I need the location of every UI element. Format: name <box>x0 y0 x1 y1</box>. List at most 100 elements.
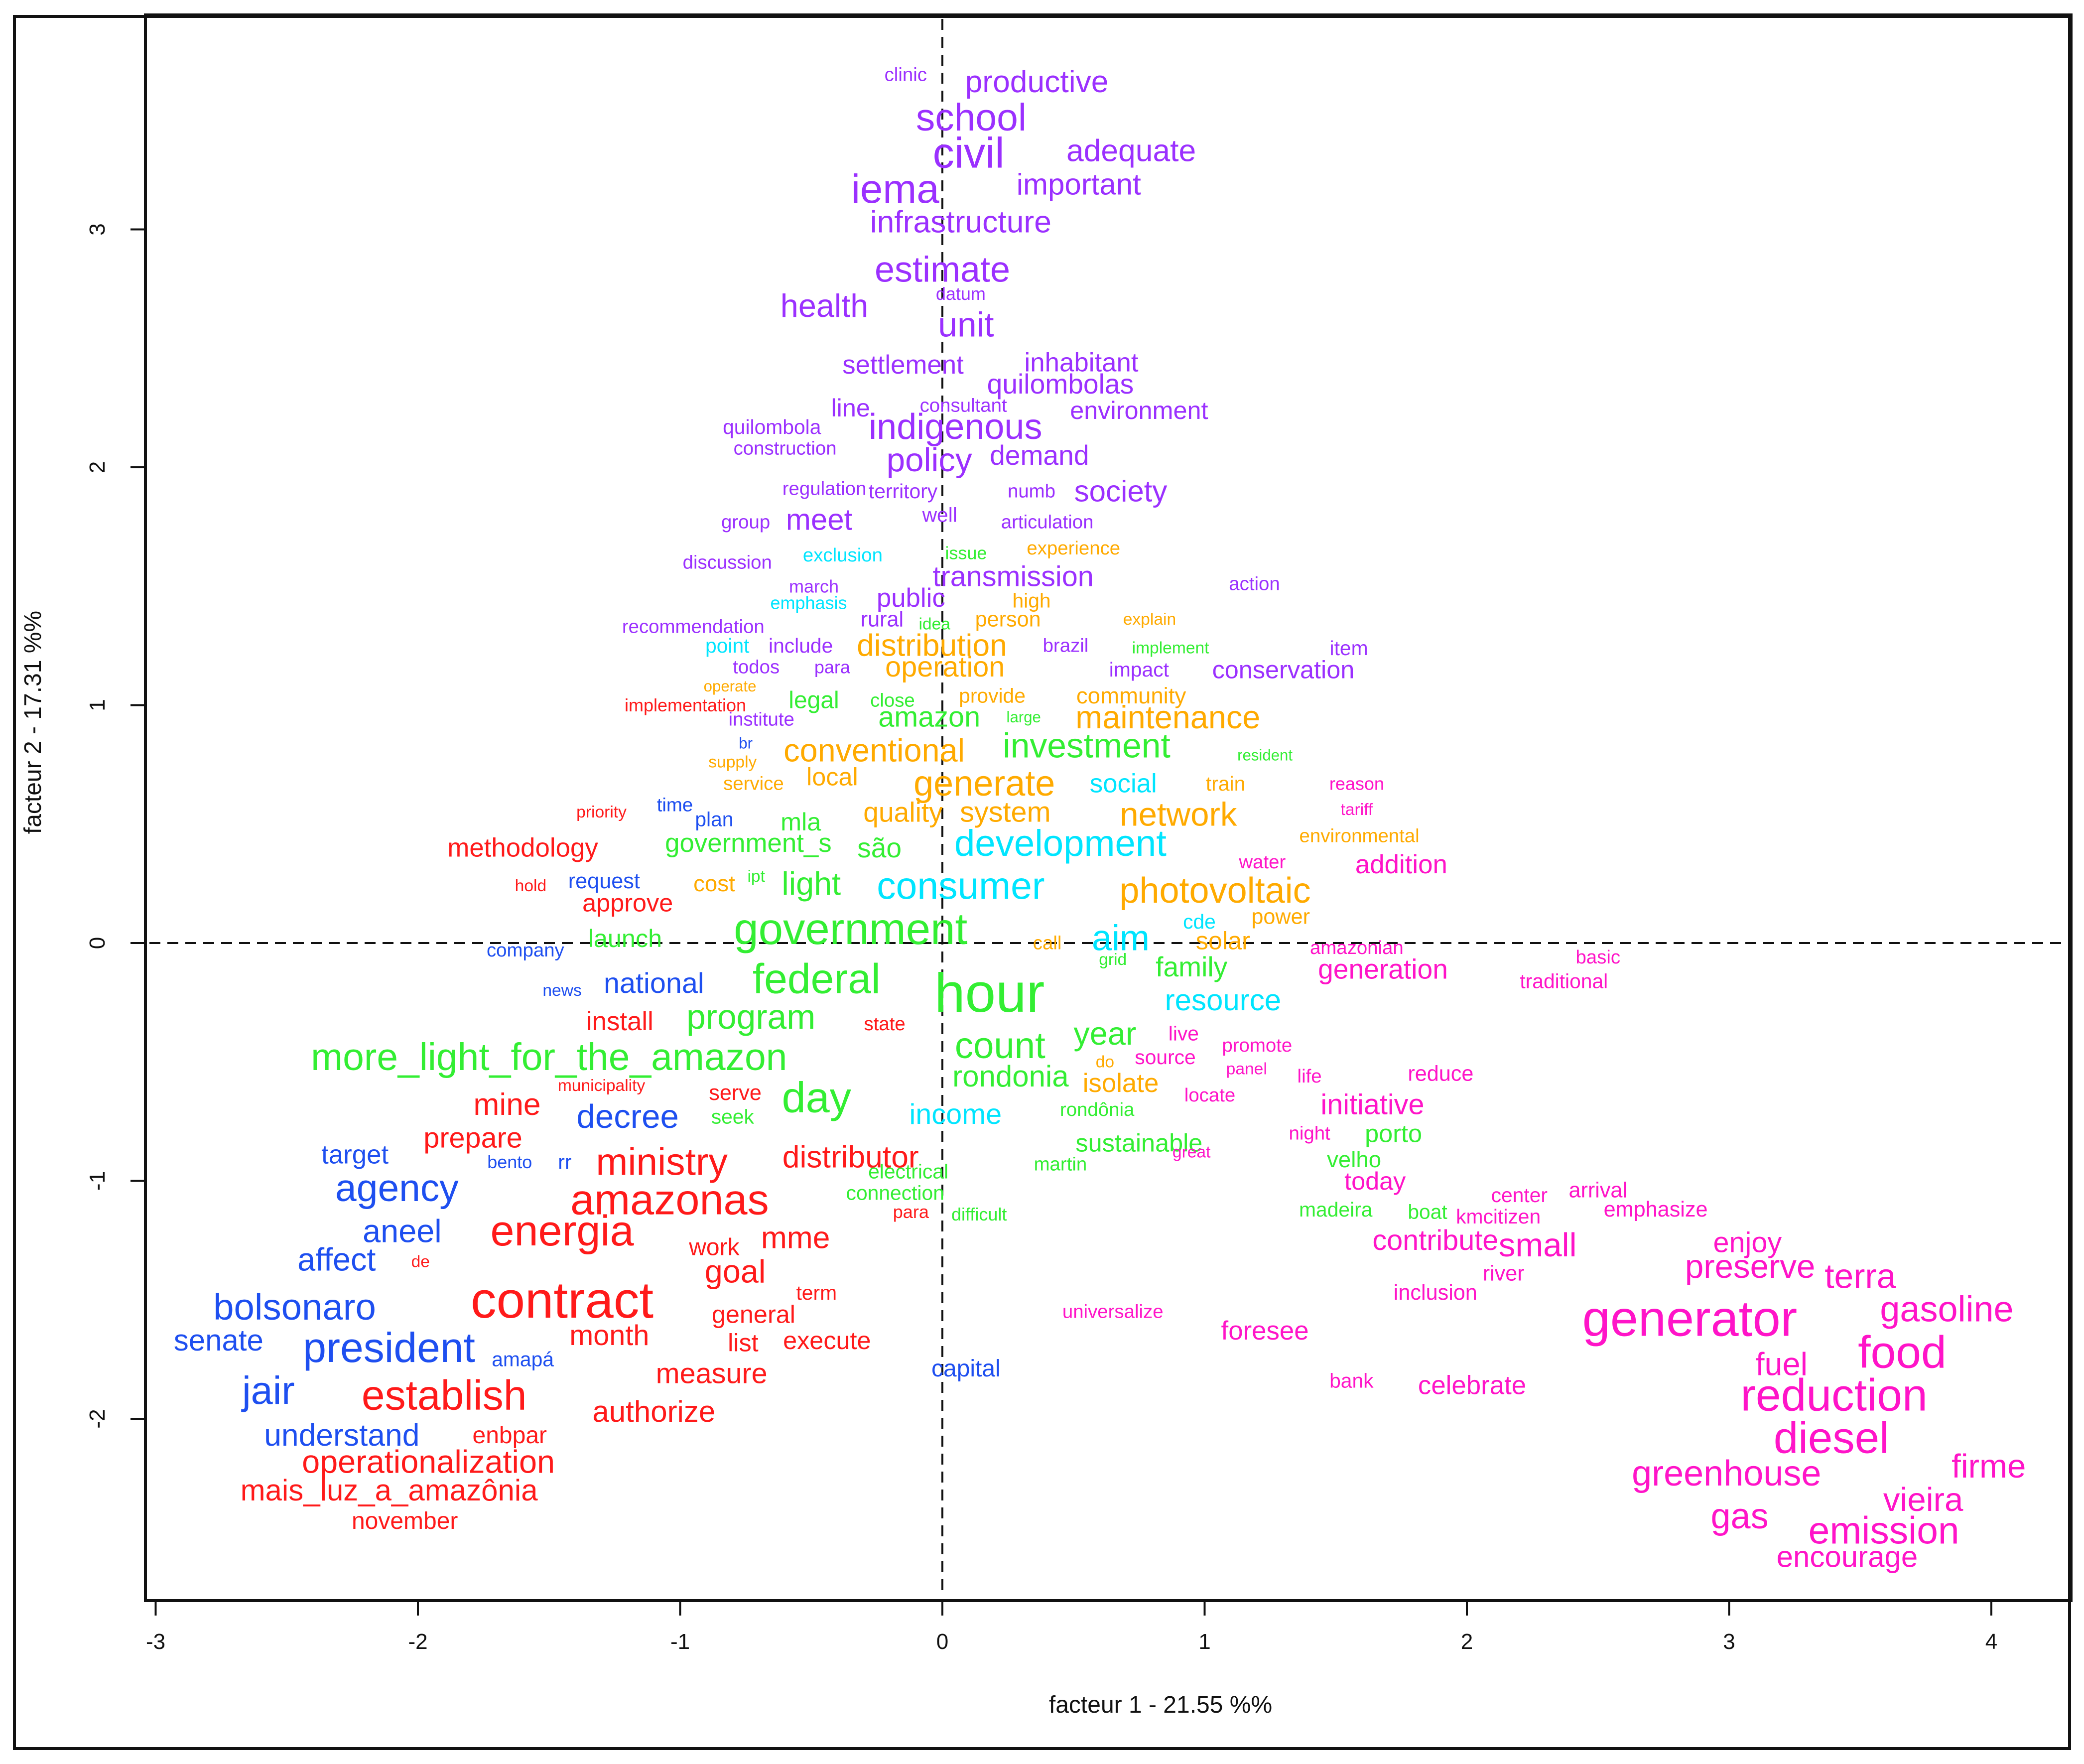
word-label: articulation <box>1001 511 1094 533</box>
word-label: emphasize <box>1604 1198 1708 1221</box>
word-label: explain <box>1123 610 1176 629</box>
y-tick-label: 2 <box>85 461 110 473</box>
word-label: numb <box>1008 480 1055 502</box>
word-label: todos <box>733 657 780 678</box>
word-label: issue <box>945 543 987 563</box>
word-label: amazonian <box>1310 937 1404 958</box>
word-label: public <box>877 583 945 613</box>
word-label: generate <box>913 764 1055 804</box>
word-label: mla <box>781 808 821 836</box>
word-label: promote <box>1222 1035 1292 1056</box>
word-label: civil <box>933 130 1005 177</box>
word-label: maintenance <box>1075 699 1260 735</box>
word-label: prepare <box>423 1122 522 1154</box>
word-label: month <box>569 1320 649 1352</box>
word-label: meet <box>786 503 853 537</box>
word-label: methodology <box>447 833 598 863</box>
word-label: kmcitizen <box>1456 1205 1541 1228</box>
word-label: tariff <box>1341 801 1373 819</box>
word-label: br <box>739 734 753 752</box>
word-label: locate <box>1184 1085 1235 1106</box>
word-label: resident <box>1237 746 1293 764</box>
word-label: rural <box>861 608 904 632</box>
word-label: gasoline <box>1880 1289 2013 1329</box>
word-label: small <box>1499 1226 1577 1264</box>
x-tick-label: -1 <box>670 1629 690 1654</box>
word-label: year <box>1073 1015 1136 1052</box>
word-label: enbpar <box>473 1422 547 1449</box>
word-label: terra <box>1824 1257 1896 1296</box>
word-label: term <box>796 1281 837 1304</box>
word-label: affect <box>297 1241 376 1278</box>
word-label: ipt <box>747 867 765 886</box>
word-label: environment <box>1070 396 1208 424</box>
word-label: measure <box>656 1357 768 1389</box>
word-label: income <box>909 1098 1002 1130</box>
word-label: today <box>1344 1167 1406 1195</box>
x-tick-label: 3 <box>1723 1629 1735 1654</box>
word-label: action <box>1229 573 1280 594</box>
word-label: infrastructure <box>870 205 1051 240</box>
word-label: connection <box>846 1181 944 1204</box>
word-label: national <box>604 967 704 999</box>
y-tick-label: -2 <box>85 1409 110 1428</box>
word-label: service <box>723 773 784 795</box>
word-label: night <box>1289 1123 1330 1144</box>
word-label: operation <box>885 651 1005 683</box>
word-label: regulation <box>782 478 867 499</box>
word-label: experience <box>1027 538 1120 559</box>
word-label: porto <box>1365 1119 1422 1148</box>
x-tick-label: -2 <box>408 1629 427 1654</box>
word-label: mine <box>473 1087 540 1122</box>
word-label: quilombola <box>723 415 821 438</box>
x-axis-ticks: -3 -2 -1 0 1 2 3 4 <box>146 1601 1997 1654</box>
word-label: government_s <box>665 828 832 858</box>
word-label: gas <box>1711 1496 1769 1536</box>
word-label: preserve <box>1685 1248 1815 1285</box>
word-label: aim <box>1092 918 1150 958</box>
word-label: decree <box>576 1098 678 1135</box>
word-label: item <box>1330 637 1368 660</box>
word-label: bento <box>487 1152 532 1172</box>
x-tick-label: 4 <box>1985 1629 1997 1654</box>
word-label: understand <box>264 1418 419 1453</box>
word-label: target <box>321 1140 389 1169</box>
word-label: estimate <box>875 250 1010 290</box>
word-label: difficult <box>951 1204 1007 1224</box>
word-label: quilombolas <box>987 369 1134 400</box>
word-label: rondônia <box>1060 1099 1135 1120</box>
word-label: boat <box>1408 1201 1447 1223</box>
word-label: list <box>728 1329 759 1357</box>
y-tick-label: 0 <box>85 937 110 949</box>
word-label: goal <box>705 1253 766 1289</box>
word-label: health <box>781 287 869 324</box>
word-label: amazon <box>878 701 980 733</box>
word-label: contract <box>471 1271 653 1329</box>
word-label: november <box>352 1508 458 1534</box>
word-label: authorize <box>592 1395 715 1428</box>
word-label: quality <box>863 797 943 827</box>
word-label: provide <box>959 684 1026 707</box>
word-label: install <box>586 1007 653 1036</box>
word-label: important <box>1017 167 1141 201</box>
word-label: diesel <box>1774 1413 1889 1463</box>
word-label: consumer <box>877 864 1044 907</box>
x-axis-title: facteur 1 - 21.55 %% <box>1049 1692 1272 1718</box>
word-label: discussion <box>683 552 772 573</box>
word-label: datum <box>936 283 986 304</box>
word-label: addition <box>1355 850 1447 879</box>
word-label: unit <box>938 305 994 344</box>
word-label: food <box>1858 1327 1946 1377</box>
word-label: hold <box>515 877 546 895</box>
word-label: resource <box>1165 983 1281 1017</box>
word-label: implement <box>1132 639 1210 657</box>
word-label: foresee <box>1221 1316 1309 1346</box>
word-label: settlement <box>842 350 964 380</box>
word-label: seek <box>711 1105 755 1128</box>
word-label: count <box>955 1025 1045 1066</box>
word-label: impact <box>1109 658 1170 681</box>
word-label: jair <box>241 1368 295 1412</box>
word-label: distributor <box>782 1140 919 1174</box>
word-label: time <box>657 795 693 816</box>
word-label: call <box>1033 933 1062 954</box>
